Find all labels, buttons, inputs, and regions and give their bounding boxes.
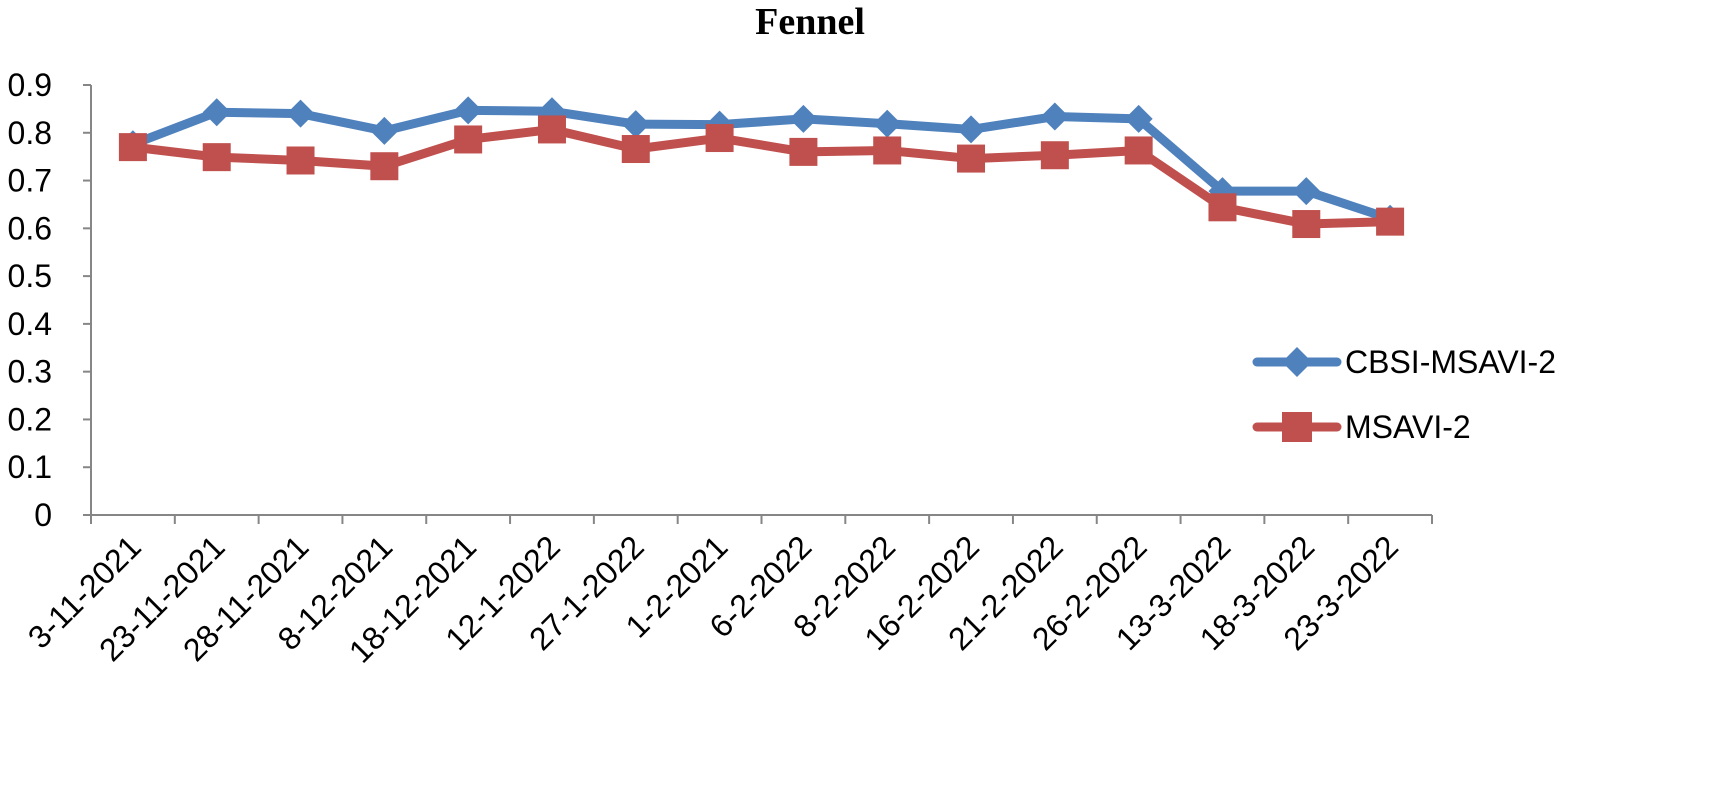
data-point	[454, 125, 483, 154]
y-tick-label: 0.7	[8, 163, 52, 199]
y-tick-label: 0.3	[8, 354, 52, 390]
data-point	[202, 98, 231, 127]
y-tick-label: 0.9	[8, 67, 52, 103]
data-point	[118, 133, 147, 162]
data-point	[1040, 102, 1069, 131]
series-line	[128, 105, 1395, 224]
legend-marker	[1282, 347, 1312, 377]
y-tick-label: 0.5	[8, 258, 52, 294]
data-point	[286, 146, 315, 175]
legend: CBSI-MSAVI-2 MSAVI-2	[1252, 344, 1556, 445]
data-point	[1208, 193, 1237, 222]
data-point	[202, 143, 231, 172]
data-point	[370, 116, 399, 145]
series-msavi-2	[118, 115, 1405, 239]
series-layer	[118, 96, 1405, 239]
data-point	[370, 152, 399, 181]
chart-title: Fennel	[755, 1, 865, 43]
data-point	[537, 115, 566, 144]
data-point	[1292, 177, 1321, 206]
data-point	[621, 135, 650, 164]
data-point	[705, 124, 734, 153]
data-point	[873, 109, 902, 138]
data-point	[1292, 210, 1321, 239]
y-tick-label: 0.1	[8, 449, 52, 485]
legend-marker	[1282, 412, 1312, 442]
legend-label: MSAVI-2	[1345, 409, 1471, 445]
data-point	[1124, 136, 1153, 165]
data-point	[1040, 141, 1069, 170]
data-point	[1124, 104, 1153, 133]
data-point	[957, 144, 986, 173]
legend-label: CBSI-MSAVI-2	[1345, 344, 1556, 380]
y-tick-label: 0.2	[8, 401, 52, 437]
data-point	[286, 99, 315, 128]
y-tick-label: 0.8	[8, 115, 52, 151]
legend-item: MSAVI-2	[1252, 409, 1471, 445]
y-tick-label: 0	[34, 497, 52, 533]
data-point	[454, 96, 483, 125]
data-point	[957, 115, 986, 144]
data-point	[789, 104, 818, 133]
data-point	[621, 110, 650, 139]
y-tick-label: 0.6	[8, 210, 52, 246]
data-point	[873, 136, 902, 165]
data-point	[789, 137, 818, 166]
y-tick-label: 0.4	[8, 306, 52, 342]
data-point	[1376, 207, 1405, 236]
legend-item: CBSI-MSAVI-2	[1252, 344, 1556, 380]
series-line	[128, 124, 1395, 229]
